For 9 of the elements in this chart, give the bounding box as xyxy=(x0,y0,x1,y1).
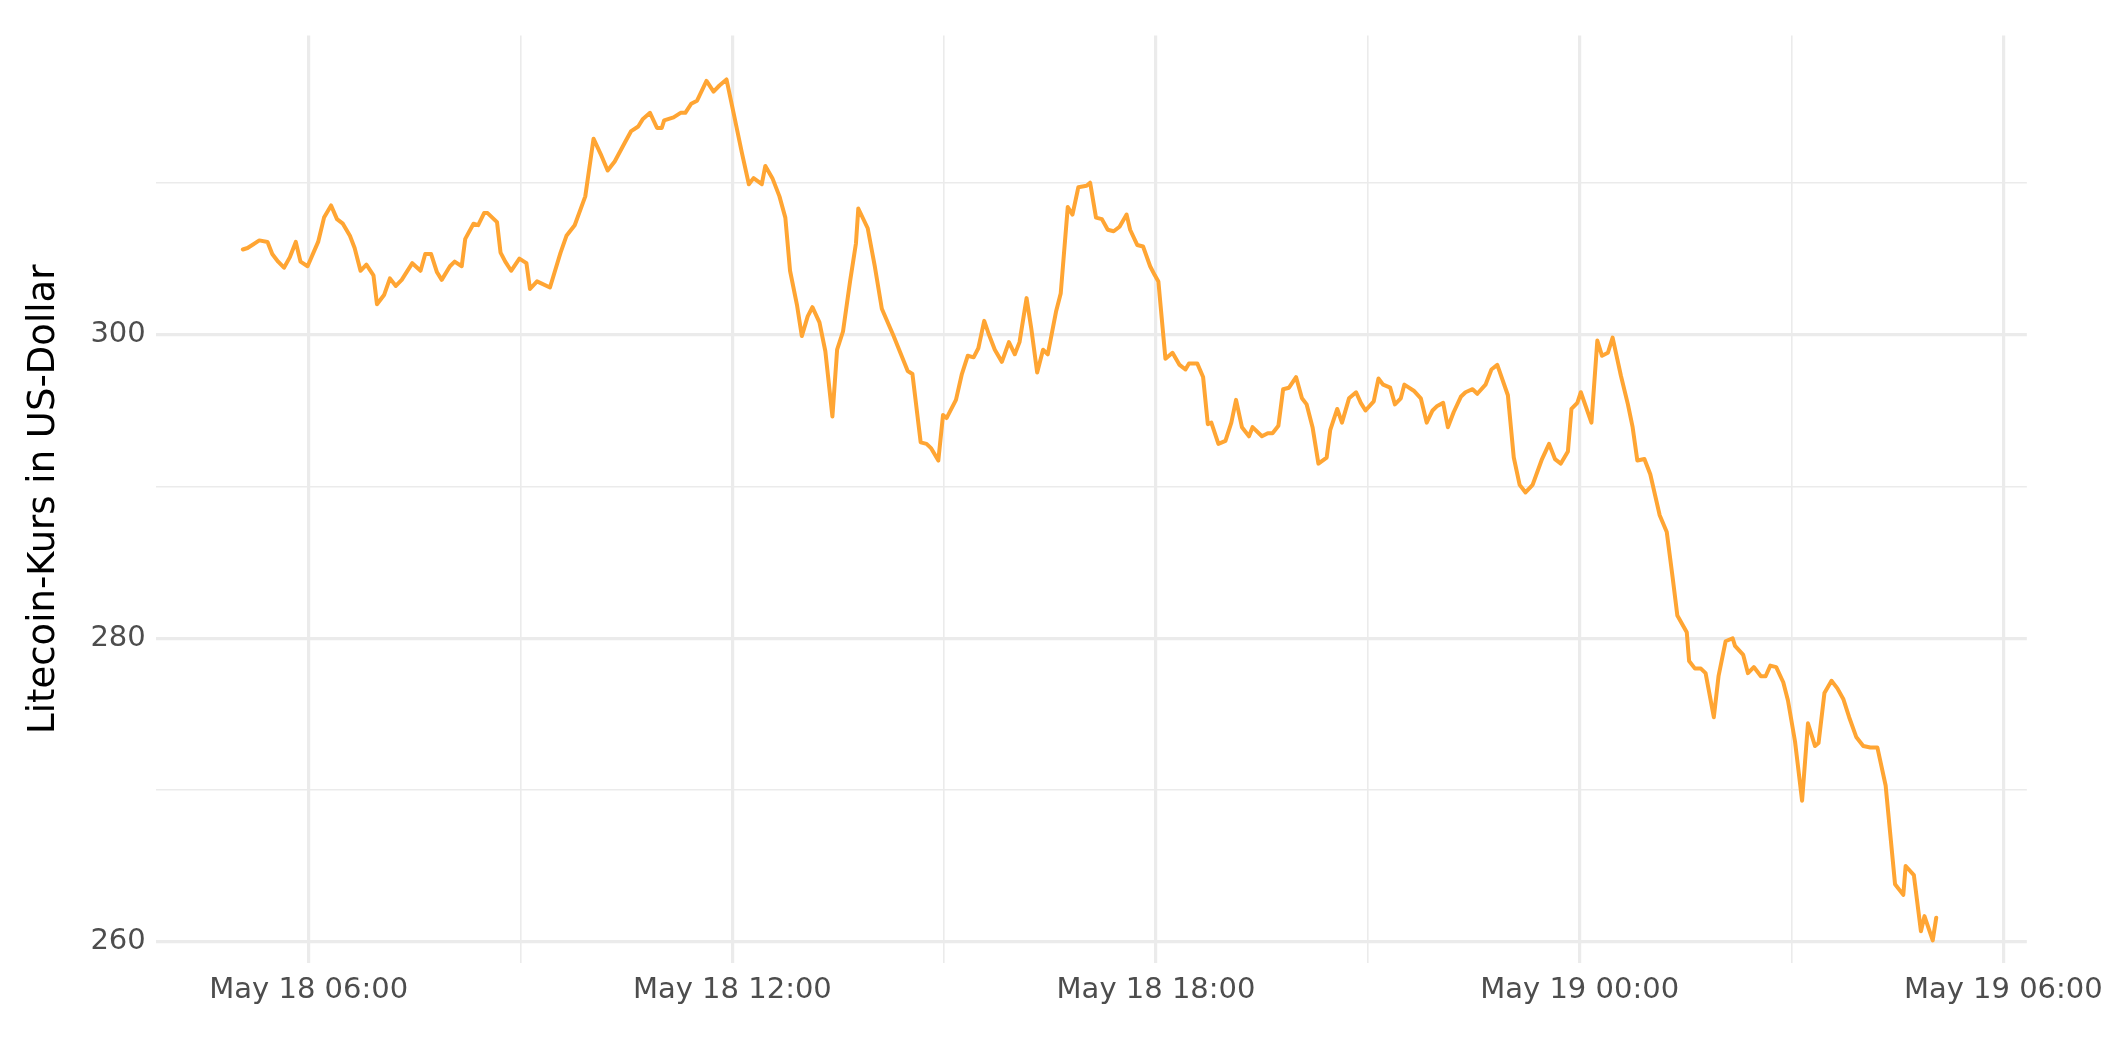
x-tick-label: May 19 06:00 xyxy=(1903,971,2103,1006)
y-axis-title: Litecoin-Kurs in US-Dollar xyxy=(19,263,63,734)
x-tick-label: May 18 06:00 xyxy=(209,971,409,1006)
x-tick-label: May 18 18:00 xyxy=(1056,971,1256,1006)
y-tick-label: 300 xyxy=(90,315,146,350)
y-tick-label: 280 xyxy=(90,618,146,653)
x-tick-label: May 19 00:00 xyxy=(1480,971,1680,1006)
y-tick-label: 260 xyxy=(90,922,146,957)
x-tick-label: May 18 12:00 xyxy=(632,971,832,1006)
